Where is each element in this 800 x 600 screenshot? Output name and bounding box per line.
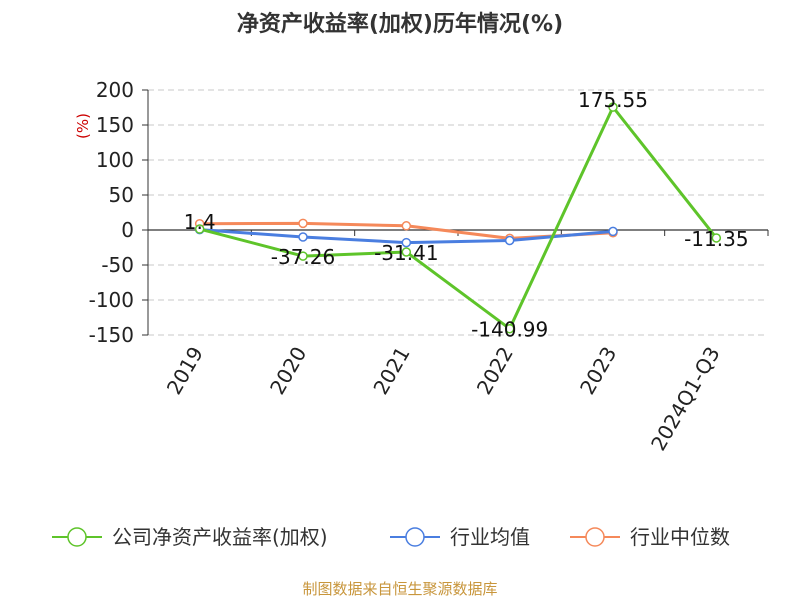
data-point — [608, 102, 618, 112]
source-note: 制图数据来自恒生聚源数据库 — [302, 580, 497, 598]
legend-label: 行业均值 — [450, 525, 530, 549]
legend-marker — [405, 527, 425, 547]
y-unit-label: (%) — [74, 113, 92, 139]
data-point — [608, 226, 618, 237]
y-tick-label: -50 — [101, 253, 134, 277]
x-tick-label: 2019 — [162, 343, 208, 399]
data-point — [401, 237, 412, 248]
data-label: -11.35 — [684, 227, 748, 251]
data-label: 1.4 — [184, 210, 216, 234]
data-point — [401, 221, 412, 231]
data-label: 175.55 — [578, 88, 648, 112]
x-tick-label: 2022 — [472, 343, 518, 399]
y-tick-label: 150 — [96, 113, 134, 137]
y-tick-label: 200 — [96, 78, 134, 102]
legend-marker — [585, 527, 605, 547]
series-layer — [194, 102, 722, 334]
y-tick-label: -150 — [89, 323, 134, 347]
series-line — [199, 105, 718, 331]
x-tick-label: 2021 — [368, 343, 414, 399]
legend-marker — [67, 527, 87, 547]
y-tick-label: -100 — [89, 288, 134, 312]
x-tick-label: 2024Q1-Q3 — [646, 343, 725, 455]
data-label: -37.26 — [271, 245, 335, 269]
grid-lines — [148, 89, 768, 336]
data-point — [298, 232, 308, 242]
legend-label: 公司净资产收益率(加权) — [112, 525, 328, 549]
x-tick-label: 2023 — [575, 343, 621, 399]
data-point — [298, 218, 308, 229]
y-tick-label: 50 — [109, 183, 134, 207]
y-tick-label: 100 — [96, 148, 134, 172]
x-tick-label: 2020 — [265, 343, 311, 399]
chart-title: 净资产收益率(加权)历年情况(%) — [237, 11, 563, 37]
legend-label: 行业中位数 — [630, 525, 730, 549]
data-point — [504, 235, 515, 246]
data-label: -31.41 — [374, 241, 438, 265]
y-tick-label: 0 — [121, 218, 134, 242]
data-point — [298, 251, 308, 261]
data-point — [504, 323, 515, 334]
legend: 公司净资产收益率(加权) 行业均值 行业中位数 — [52, 525, 730, 549]
axes: 200 150 100 50 0 -50 -100 -150 2019 2020 2021 2022 2… — [89, 78, 769, 455]
data-point — [711, 233, 722, 243]
data-point — [401, 247, 412, 257]
data-labels: 1.4 -37.26 -31.41 -140.99 175.55 -11.35 — [184, 88, 749, 342]
data-point — [194, 224, 205, 234]
data-label: -140.99 — [471, 318, 548, 342]
